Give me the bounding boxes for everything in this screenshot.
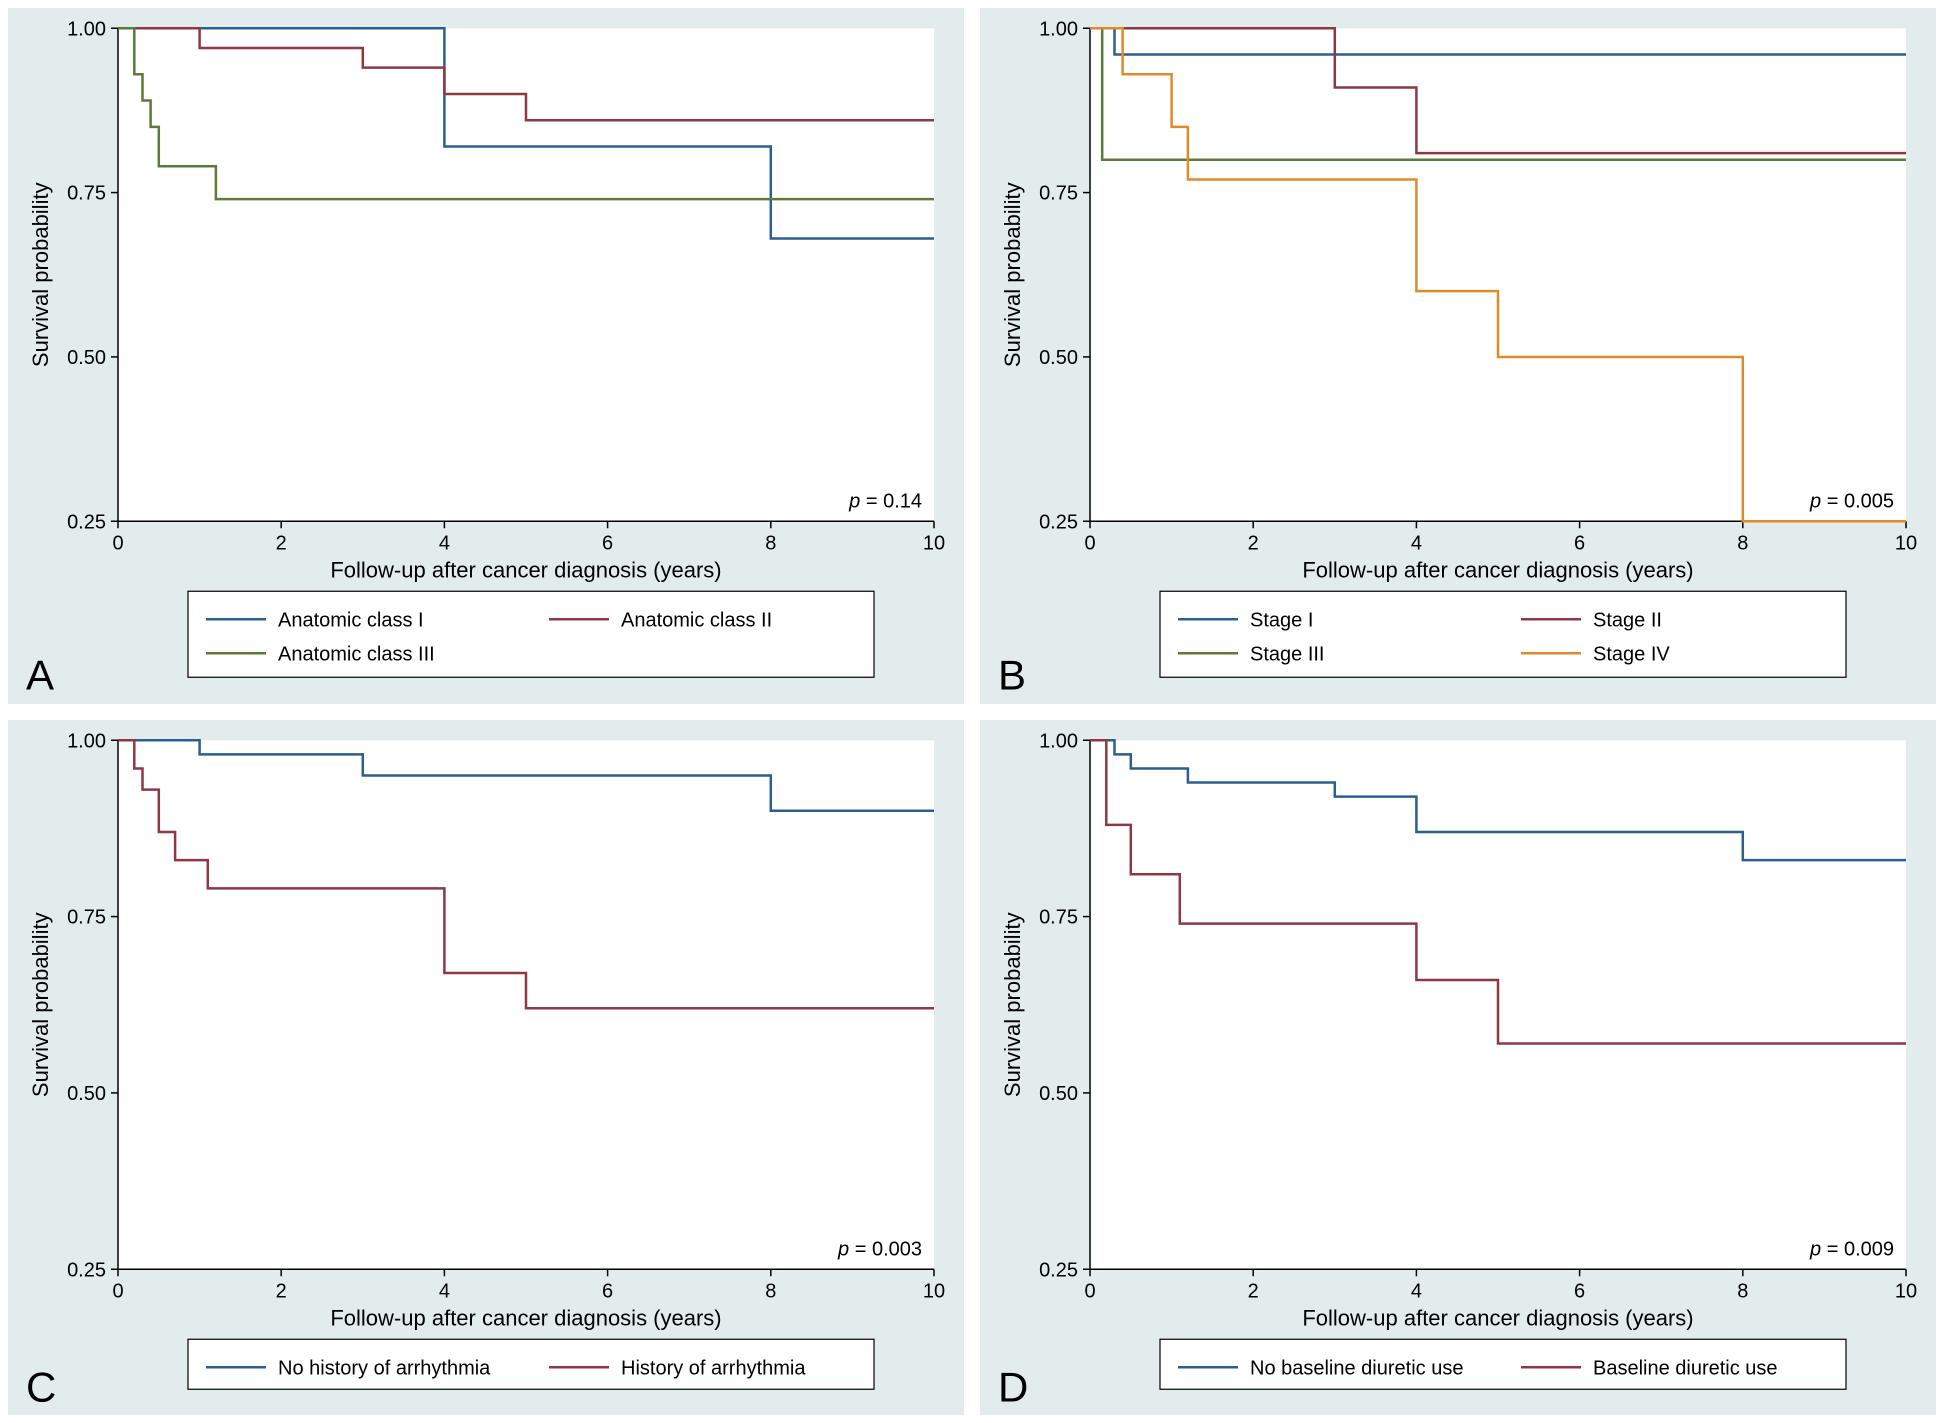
km-plot-D: 0.25 0.50 0.75 1.00 0 2 4 6 8 10 Follow-up after c… [980,720,1936,1416]
ytick-label: 1.00 [1039,18,1078,40]
legend-label: History of arrhythmia [621,1357,806,1379]
x-axis-label: Follow-up after cancer diagnosis (years) [330,557,721,582]
legend-label: Stage II [1593,609,1662,631]
xtick-label: 0 [112,532,123,554]
xtick-label: 2 [1248,532,1259,554]
km-plot-B: 0.25 0.50 0.75 1.00 0 2 4 6 8 10 Follow-up after c… [980,8,1936,704]
ytick-label: 0.50 [1039,1082,1078,1104]
ytick-label: 0.75 [1039,183,1078,205]
legend-label: Stage III [1250,643,1325,665]
xtick-label: 10 [1895,1280,1917,1302]
panel-B-wrap: 0.25 0.50 0.75 1.00 0 2 4 6 8 10 Follow-up after c… [972,0,1944,712]
y-axis-label: Survival probability [28,182,53,367]
legend-label: Anatomic class II [621,609,772,631]
xtick-label: 4 [439,1280,450,1302]
ytick-label: 0.50 [67,1082,106,1104]
ytick-label: 0.50 [1039,347,1078,369]
ytick-label: 0.75 [67,906,106,928]
ytick-label: 1.00 [67,730,106,752]
xtick-label: 6 [1574,1280,1585,1302]
xtick-label: 8 [765,1280,776,1302]
panel-B: 0.25 0.50 0.75 1.00 0 2 4 6 8 10 Follow-up after c… [980,8,1936,704]
xtick-label: 2 [1248,1280,1259,1302]
xtick-label: 6 [602,1280,613,1302]
legend-label: No history of arrhythmia [278,1357,491,1379]
y-axis-label: Survival probability [1000,912,1025,1097]
xtick-label: 6 [1574,532,1585,554]
xtick-label: 0 [1084,1280,1095,1302]
legend-label: Stage I [1250,609,1313,631]
xtick-label: 10 [923,1280,945,1302]
y-axis-label: Survival probability [1000,182,1025,367]
panel-letter: D [998,1363,1028,1410]
p-value-label: p = 0.003 [837,1238,922,1260]
km-plot-A: 0.25 0.50 0.75 1.00 0 2 4 6 8 10 Follow-up after c… [8,8,964,704]
ytick-label: 0.75 [1039,906,1078,928]
xtick-label: 8 [1737,1280,1748,1302]
xtick-label: 4 [1411,532,1422,554]
ytick-label: 0.25 [67,511,106,533]
x-axis-label: Follow-up after cancer diagnosis (years) [1302,557,1693,582]
xtick-label: 2 [276,1280,287,1302]
ytick-label: 0.25 [1039,511,1078,533]
panel-D: 0.25 0.50 0.75 1.00 0 2 4 6 8 10 Follow-up after c… [980,720,1936,1416]
x-axis-label: Follow-up after cancer diagnosis (years) [330,1305,721,1330]
panel-letter: B [998,651,1026,698]
panel-letter: A [26,651,54,698]
ytick-label: 1.00 [67,18,106,40]
xtick-label: 0 [112,1280,123,1302]
figure-grid: 0.25 0.50 0.75 1.00 0 2 4 6 8 10 Follow-up after c… [0,0,1944,1423]
ytick-label: 0.25 [67,1259,106,1281]
panel-D-wrap: 0.25 0.50 0.75 1.00 0 2 4 6 8 10 Follow-up after c… [972,712,1944,1423]
ytick-label: 1.00 [1039,730,1078,752]
panel-A: 0.25 0.50 0.75 1.00 0 2 4 6 8 10 Follow-up after c… [8,8,964,704]
x-axis-label: Follow-up after cancer diagnosis (years) [1302,1305,1693,1330]
legend-label: Anatomic class I [278,609,424,631]
xtick-label: 10 [1895,532,1917,554]
panel-C: 0.25 0.50 0.75 1.00 0 2 4 6 8 10 Follow-up after c… [8,720,964,1416]
xtick-label: 8 [765,532,776,554]
legend-label: Stage IV [1593,643,1670,665]
panel-A-wrap: 0.25 0.50 0.75 1.00 0 2 4 6 8 10 Follow-up after c… [0,0,972,712]
xtick-label: 0 [1084,532,1095,554]
panel-C-wrap: 0.25 0.50 0.75 1.00 0 2 4 6 8 10 Follow-up after c… [0,712,972,1423]
km-plot-C: 0.25 0.50 0.75 1.00 0 2 4 6 8 10 Follow-up after c… [8,720,964,1416]
xtick-label: 10 [923,532,945,554]
xtick-label: 8 [1737,532,1748,554]
legend-label: Baseline diuretic use [1593,1357,1778,1379]
panel-letter: C [26,1363,56,1410]
y-axis-label: Survival probability [28,912,53,1097]
xtick-label: 2 [276,532,287,554]
xtick-label: 6 [602,532,613,554]
xtick-label: 4 [1411,1280,1422,1302]
ytick-label: 0.50 [67,347,106,369]
ytick-label: 0.75 [67,183,106,205]
legend-label: No baseline diuretic use [1250,1357,1463,1379]
p-value-label: p = 0.14 [848,490,922,512]
plot-bg [1090,28,1906,521]
ytick-label: 0.25 [1039,1259,1078,1281]
p-value-label: p = 0.009 [1809,1238,1894,1260]
p-value-label: p = 0.005 [1809,490,1894,512]
legend-label: Anatomic class III [278,643,435,665]
xtick-label: 4 [439,532,450,554]
